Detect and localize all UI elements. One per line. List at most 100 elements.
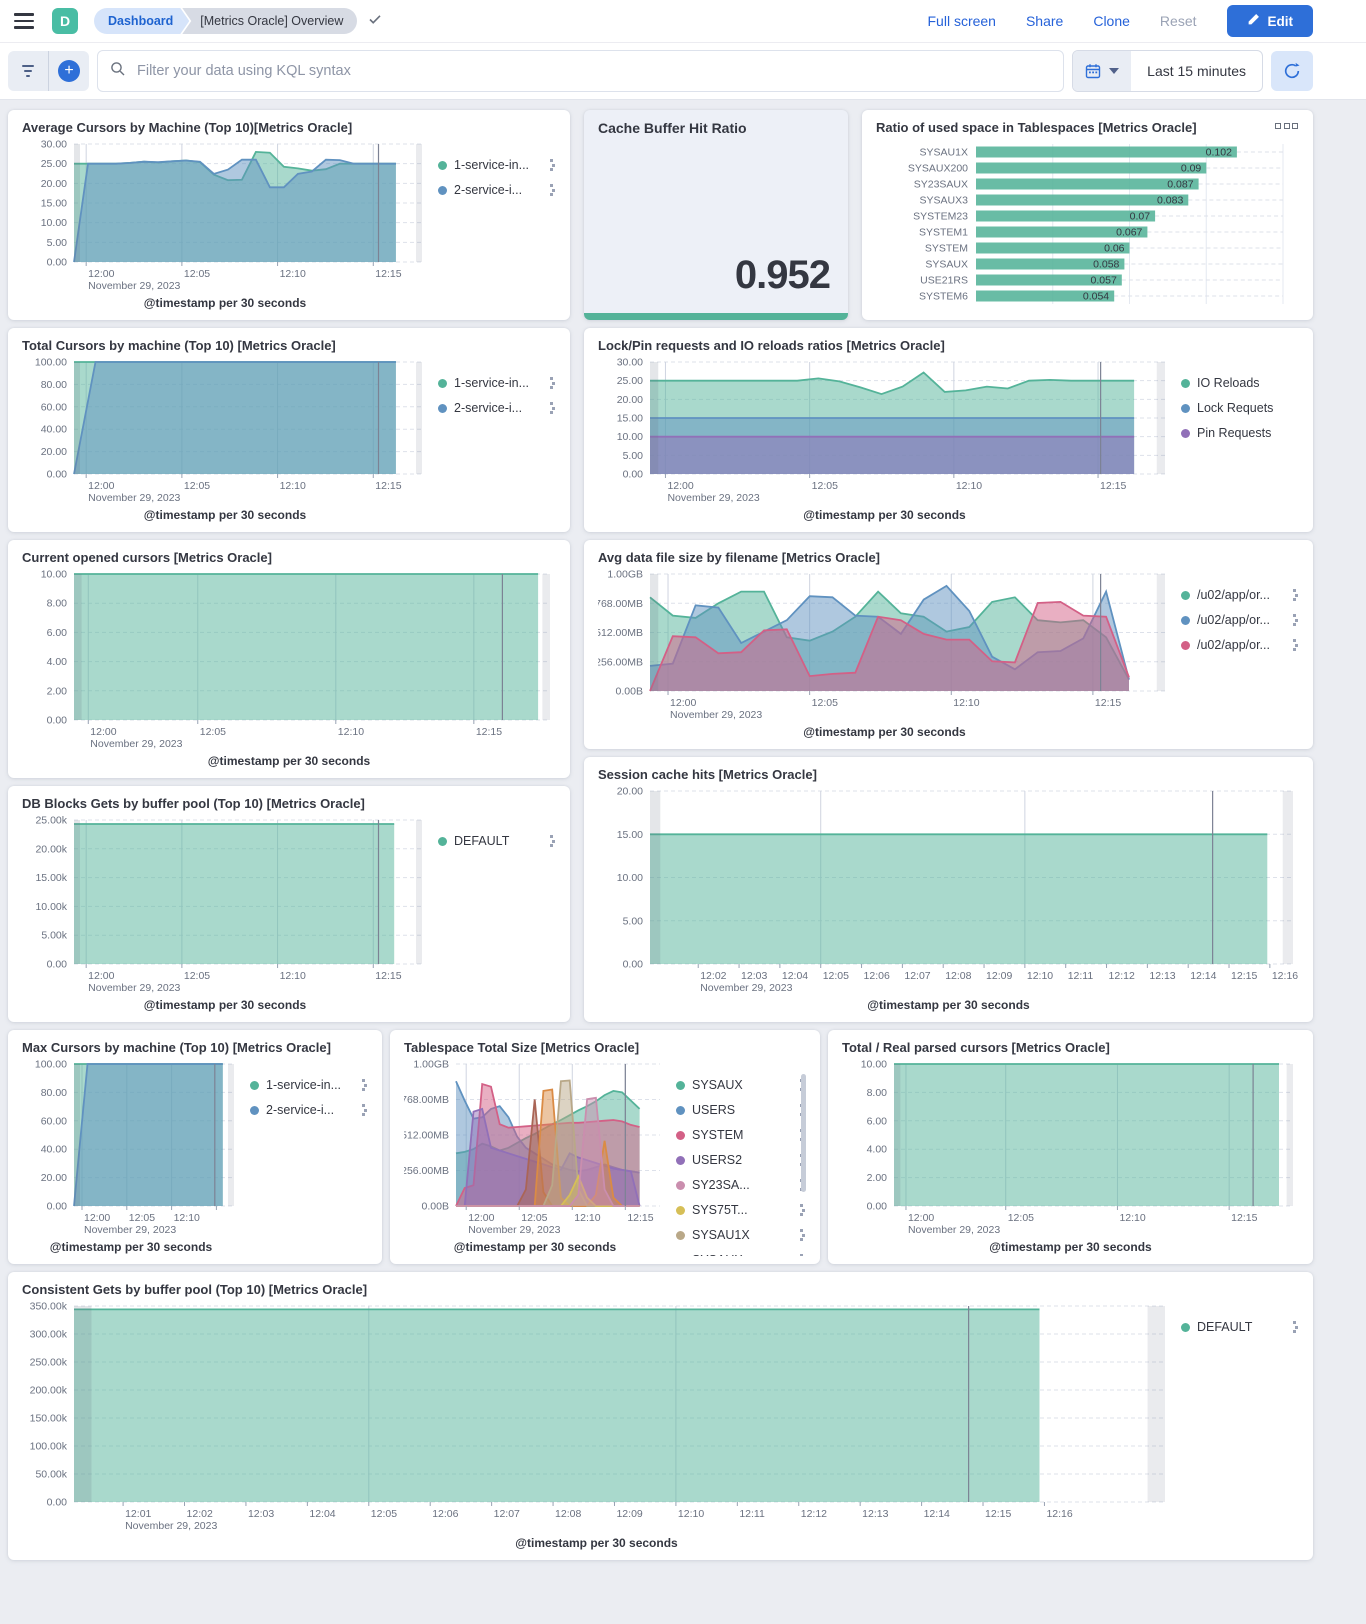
legend-scrollbar[interactable] [801,1074,806,1192]
legend-item[interactable]: /u02/app/or... [1181,638,1299,652]
legend-item[interactable]: /u02/app/or... [1181,613,1299,627]
panel-title[interactable]: Max Cursors by machine (Top 10) [Metrics… [22,1040,368,1056]
breadcrumb-page[interactable]: [Metrics Oracle] Overview [182,8,357,34]
legend-menu-icon[interactable] [1292,1320,1299,1334]
panel-title[interactable]: Lock/Pin requests and IO reloads ratios … [598,338,1299,354]
legend-menu-icon[interactable] [361,1103,368,1117]
panel-title[interactable]: Consistent Gets by buffer pool (Top 10) … [22,1282,1299,1298]
edit-button[interactable]: Edit [1227,5,1314,37]
svg-text:12:00: 12:00 [84,1212,110,1224]
svg-text:SYSAUX200: SYSAUX200 [908,163,968,175]
legend-item[interactable]: 1-service-in... [438,376,556,390]
svg-text:12:00: 12:00 [908,1212,934,1224]
svg-text:768.00MB: 768.00MB [598,598,643,610]
reset-link[interactable]: Reset [1160,13,1197,29]
panel-total-real-parsed-cursors: Total / Real parsed cursors [Metrics Ora… [828,1030,1313,1264]
svg-text:12:10: 12:10 [1027,970,1053,982]
legend-label: /u02/app/or... [1197,638,1285,652]
legend-menu-icon[interactable] [361,1078,368,1092]
legend-item[interactable]: 2-service-i... [250,1103,368,1117]
filter-group: + [8,51,89,91]
legend-label: SYSAU1X [692,1228,792,1242]
kql-search-input[interactable] [135,62,1051,80]
legend-menu-icon[interactable] [799,1228,806,1242]
legend-item[interactable]: Pin Requests [1181,426,1299,440]
legend-item[interactable]: SYSTEM [676,1128,806,1142]
svg-text:12:05: 12:05 [823,970,849,982]
refresh-button[interactable] [1271,51,1313,91]
panel-title[interactable]: Cache Buffer Hit Ratio [598,120,834,138]
legend-menu-icon[interactable] [549,376,556,390]
kql-search-bar[interactable] [97,50,1064,92]
legend-item[interactable]: DEFAULT [438,834,556,848]
legend-item[interactable]: SY23SA... [676,1178,806,1192]
legend-menu-icon[interactable] [1292,638,1299,652]
x-axis-title: @timestamp per 30 seconds [22,506,428,524]
breadcrumb-dashboard[interactable]: Dashboard [94,8,189,34]
bar-SYSAU1X [976,147,1237,158]
legend-item[interactable]: /u02/app/or... [1181,588,1299,602]
svg-text:12:07: 12:07 [494,1508,520,1520]
svg-text:20.00: 20.00 [41,446,67,458]
svg-text:4.00: 4.00 [47,656,68,668]
legend-item[interactable]: SYSAU1X [676,1228,806,1242]
legend-menu-icon[interactable] [1292,588,1299,602]
legend-item[interactable]: SYS75T... [676,1203,806,1217]
legend-item[interactable]: SYSAUX... [676,1253,806,1256]
legend-item[interactable]: 1-service-in... [438,158,556,172]
legend-item[interactable]: DEFAULT [1181,1320,1299,1334]
panel-average-cursors: Average Cursors by Machine (Top 10)[Metr… [8,110,570,320]
saved-check-icon [367,11,383,32]
legend-item[interactable]: USERS2 [676,1153,806,1167]
legend-menu-icon[interactable] [549,834,556,848]
panel-title[interactable]: Avg data file size by filename [Metrics … [598,550,1299,566]
filter-icon[interactable] [8,51,49,91]
legend-item[interactable]: 2-service-i... [438,183,556,197]
legend-item[interactable]: Lock Requets [1181,401,1299,415]
svg-text:15.00k: 15.00k [35,872,67,884]
legend-swatch-icon [676,1156,685,1165]
svg-text:12:01: 12:01 [125,1508,151,1520]
legend-item[interactable]: 1-service-in... [250,1078,368,1092]
legend-menu-icon[interactable] [549,401,556,415]
legend-item[interactable]: IO Reloads [1181,376,1299,390]
add-filter-button[interactable]: + [49,51,89,91]
legend-item[interactable]: USERS [676,1103,806,1117]
svg-text:12:05: 12:05 [200,726,226,738]
legend-menu-icon[interactable] [1292,613,1299,627]
app-logo[interactable]: D [52,8,78,34]
menu-hamburger-icon[interactable] [14,13,34,29]
share-link[interactable]: Share [1026,13,1063,29]
legend-menu-icon[interactable] [799,1253,806,1256]
clone-link[interactable]: Clone [1093,13,1130,29]
panel-title[interactable]: Total Cursors by machine (Top 10) [Metri… [22,338,556,354]
svg-text:1.00GB: 1.00GB [413,1059,449,1071]
legend-menu-icon[interactable] [549,158,556,172]
svg-text:150.00k: 150.00k [30,1413,68,1425]
series-2-service-i... [74,362,396,474]
calendar-dropdown[interactable] [1073,51,1131,91]
legend-menu-icon[interactable] [549,183,556,197]
panel-title[interactable]: Total / Real parsed cursors [Metrics Ora… [842,1040,1299,1056]
panel-title[interactable]: Average Cursors by Machine (Top 10)[Metr… [22,120,556,136]
legend-swatch-icon [1181,641,1190,650]
panel-title[interactable]: Current opened cursors [Metrics Oracle] [22,550,556,566]
panel-title[interactable]: Ratio of used space in Tablespaces [Metr… [876,120,1299,136]
panel-title[interactable]: Session cache hits [Metrics Oracle] [598,767,1299,783]
time-range-label[interactable]: Last 15 minutes [1131,51,1262,91]
svg-text:0.07: 0.07 [1130,211,1151,223]
svg-text:12:15: 12:15 [627,1212,653,1224]
svg-text:12:15: 12:15 [476,726,502,738]
panel-title[interactable]: Tablespace Total Size [Metrics Oracle] [404,1040,806,1056]
legend-item[interactable]: 2-service-i... [438,401,556,415]
legend-menu-icon[interactable] [799,1203,806,1217]
legend-label: /u02/app/or... [1197,588,1285,602]
legend-item[interactable]: SYSAUX [676,1078,806,1092]
full-screen-link[interactable]: Full screen [928,13,996,29]
panel-options-icon[interactable] [1272,120,1301,132]
panel-title[interactable]: DB Blocks Gets by buffer pool (Top 10) [… [22,796,556,812]
svg-text:SYSAU1X: SYSAU1X [920,147,968,159]
svg-text:0.067: 0.067 [1116,227,1142,239]
